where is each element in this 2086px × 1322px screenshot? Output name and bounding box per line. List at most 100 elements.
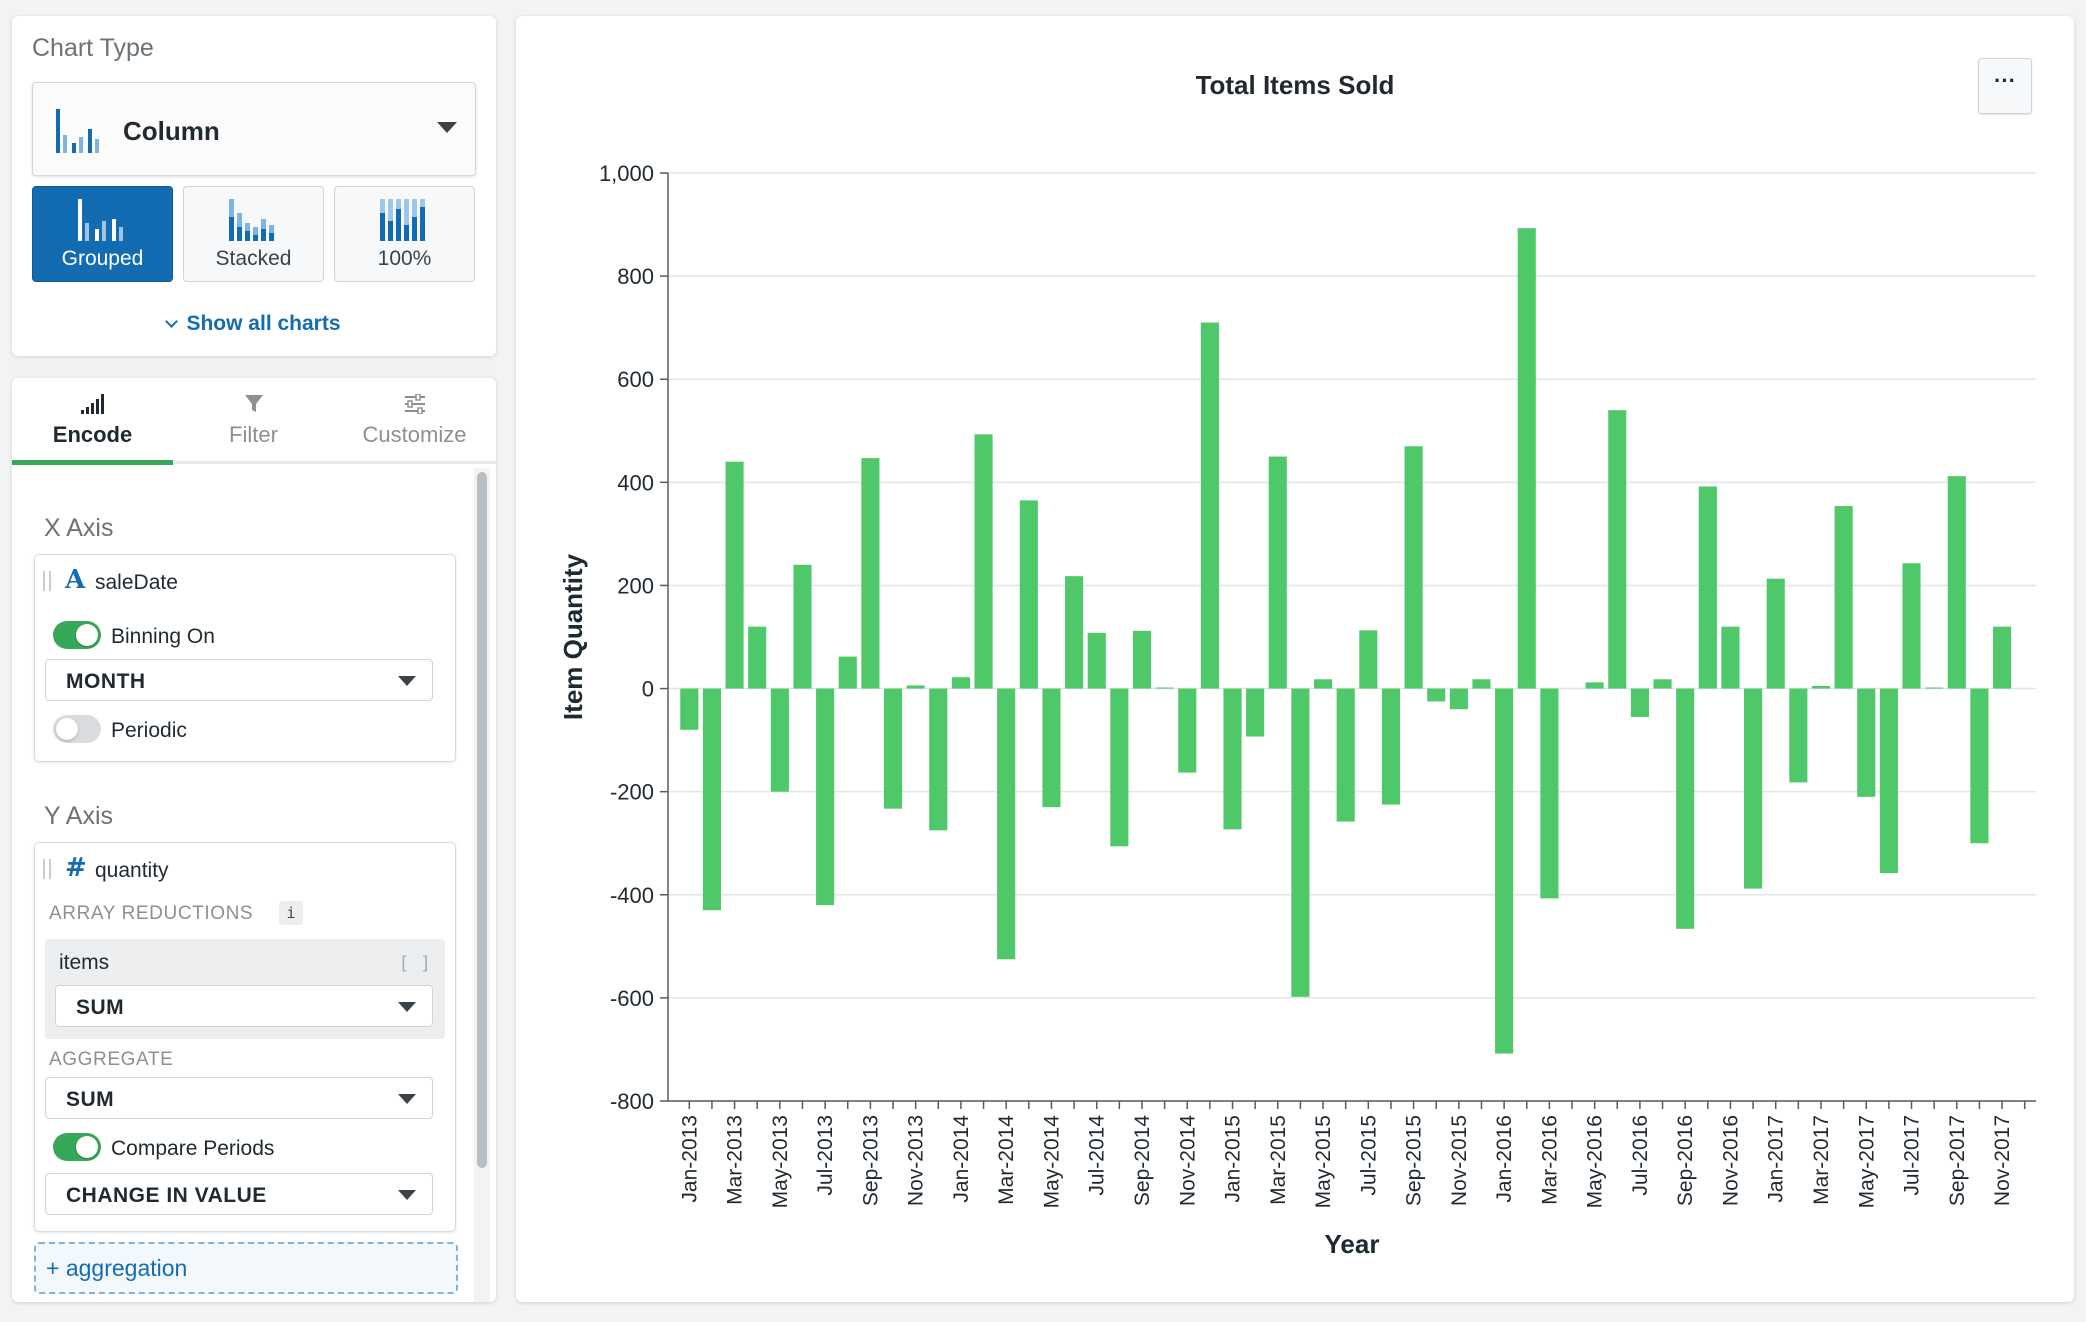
tab-label: Customize: [362, 422, 467, 447]
variant-100-percent-button[interactable]: 100%: [334, 186, 475, 282]
bar: [1404, 446, 1423, 689]
bar: [1744, 688, 1763, 889]
compare-periods-label: Compare Periods: [111, 1137, 275, 1160]
x-tick-label: Sep-2017: [1946, 1115, 1969, 1206]
bar: [1789, 688, 1808, 783]
bar: [1608, 410, 1627, 689]
y-tick-label: 200: [617, 573, 654, 598]
bar: [1019, 500, 1038, 689]
y-tick-label: -400: [610, 883, 654, 908]
toggle-knob: [76, 1136, 98, 1158]
bar: [838, 656, 857, 689]
more-options-button[interactable]: ···: [1978, 58, 2032, 114]
compare-value: CHANGE IN VALUE: [66, 1184, 267, 1207]
bar: [1540, 688, 1559, 899]
show-all-charts-link[interactable]: Show all charts: [12, 312, 496, 336]
number-type-icon: #: [65, 853, 87, 883]
chart-type-panel: Chart Type Column Grouped: [12, 16, 496, 356]
drag-handle-icon[interactable]: [43, 571, 51, 591]
field-name: saleDate: [95, 571, 178, 594]
x-tick-label: Nov-2017: [1991, 1115, 2014, 1206]
drag-handle-icon[interactable]: [43, 859, 51, 879]
bar: [974, 434, 993, 689]
x-tick-label: Nov-2016: [1719, 1115, 1742, 1206]
bar: [770, 688, 789, 792]
compare-periods-select[interactable]: CHANGE IN VALUE: [45, 1173, 433, 1215]
x-tick-label: Jan-2017: [1765, 1115, 1788, 1203]
encode-icon: [80, 394, 104, 414]
bar: [906, 685, 925, 689]
tab-label: Filter: [229, 422, 278, 447]
string-type-icon: A: [65, 565, 86, 595]
bar: [1381, 688, 1401, 805]
bar: [1630, 688, 1649, 717]
periodic-toggle[interactable]: [53, 715, 101, 743]
array-reductions-label: ARRAY REDUCTIONS: [49, 903, 254, 924]
x-tick-label: Jul-2013: [814, 1115, 837, 1196]
bar: [1992, 626, 2012, 689]
variant-grouped-button[interactable]: Grouped: [32, 186, 173, 282]
array-bracket-icon: [ ]: [398, 953, 431, 974]
column-chart: 1,000 800 600 400 200 0 -200 -400 -600 -800 Jan-20…: [558, 161, 2036, 1259]
binning-toggle[interactable]: [53, 621, 101, 649]
y-tick-label: -800: [610, 1089, 654, 1114]
tab-encode[interactable]: Encode: [12, 378, 173, 465]
x-tick-label: Jul-2016: [1629, 1115, 1652, 1196]
binning-select[interactable]: MONTH: [45, 659, 433, 701]
bar: [1178, 688, 1197, 773]
array-reduction-item: items [ ] SUM: [45, 939, 445, 1039]
y-axis-title: Y Axis: [44, 802, 114, 830]
reduction-select[interactable]: SUM: [55, 985, 433, 1027]
bar: [1155, 687, 1174, 689]
x-tick-label: Mar-2017: [1810, 1115, 1833, 1205]
x-tick-label: Sep-2016: [1674, 1115, 1697, 1206]
bar: [951, 677, 970, 689]
bar: [1359, 630, 1378, 689]
chart-type-dropdown[interactable]: Column: [32, 82, 476, 176]
scrollbar-thumb[interactable]: [477, 472, 487, 1168]
add-aggregation-label: + aggregation: [46, 1255, 188, 1281]
bar: [1110, 688, 1129, 847]
bar: [793, 564, 812, 689]
percent-column-icon: [379, 199, 425, 241]
x-tick-label: Sep-2014: [1131, 1115, 1154, 1206]
y-tick-label: -200: [610, 780, 654, 805]
x-axis-field-card[interactable]: A saleDate Binning On MONTH Periodic: [34, 554, 456, 762]
tab-filter[interactable]: Filter: [173, 378, 334, 462]
reduction-value: SUM: [76, 996, 125, 1019]
y-axis-field-card[interactable]: # quantity ARRAY REDUCTIONS i items [ ] …: [34, 842, 456, 1232]
info-icon[interactable]: i: [279, 901, 303, 925]
bar: [1291, 688, 1310, 997]
column-chart-icon: [56, 109, 99, 153]
bar: [1246, 688, 1265, 737]
variant-stacked-button[interactable]: Stacked: [183, 186, 324, 282]
reduction-field-name: items: [59, 951, 110, 974]
add-aggregation-button[interactable]: + aggregation: [34, 1242, 458, 1294]
bar: [883, 688, 903, 809]
encode-scrollbar[interactable]: [474, 468, 490, 1302]
binning-value: MONTH: [66, 670, 146, 693]
x-tick-label: Jul-2017: [1901, 1115, 1924, 1196]
tab-customize[interactable]: Customize: [334, 378, 495, 462]
bar: [725, 461, 744, 689]
bar: [1766, 578, 1785, 689]
bar: [1200, 322, 1219, 689]
bar: [1042, 688, 1061, 808]
y-tick-label: 600: [617, 367, 654, 392]
x-tick-label: May-2017: [1855, 1115, 1878, 1208]
compare-periods-toggle[interactable]: [53, 1133, 101, 1161]
aggregate-label: AGGREGATE: [49, 1049, 174, 1070]
field-name: quantity: [95, 859, 169, 882]
filter-icon: [244, 395, 263, 412]
bar: [702, 688, 722, 911]
bar: [680, 688, 699, 730]
bar: [1495, 688, 1514, 1054]
x-tick-label: Nov-2014: [1176, 1115, 1199, 1206]
aggregate-value: SUM: [66, 1088, 115, 1111]
x-tick-label: Mar-2016: [1538, 1115, 1561, 1205]
y-tick-label: 400: [617, 470, 654, 495]
chart-panel: Total Items Sold ··· 1,000 800 600 400 200 0 -…: [516, 16, 2074, 1302]
chart-type-label: Column: [123, 116, 220, 146]
aggregate-select[interactable]: SUM: [45, 1077, 433, 1119]
x-tick-label: Jul-2015: [1357, 1115, 1380, 1196]
